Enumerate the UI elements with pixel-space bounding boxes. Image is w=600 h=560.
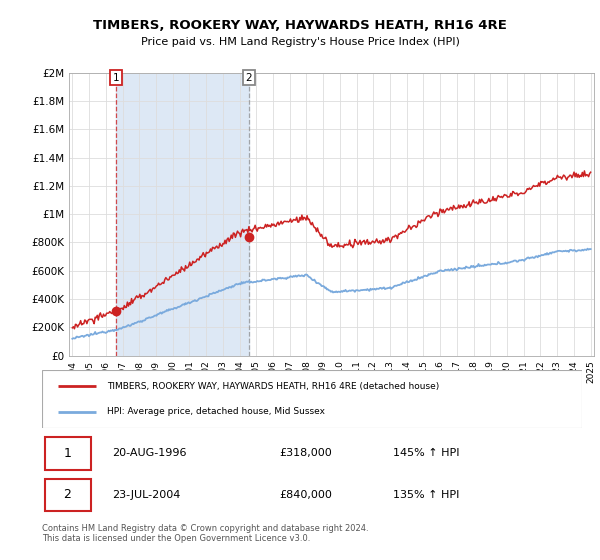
Text: HPI: Average price, detached house, Mid Sussex: HPI: Average price, detached house, Mid …	[107, 408, 325, 417]
Bar	[116, 73, 249, 356]
Text: 2: 2	[64, 488, 71, 502]
Text: TIMBERS, ROOKERY WAY, HAYWARDS HEATH, RH16 4RE (detached house): TIMBERS, ROOKERY WAY, HAYWARDS HEATH, RH…	[107, 381, 439, 390]
Text: 23-JUL-2004: 23-JUL-2004	[112, 490, 181, 500]
Text: TIMBERS, ROOKERY WAY, HAYWARDS HEATH, RH16 4RE: TIMBERS, ROOKERY WAY, HAYWARDS HEATH, RH…	[93, 18, 507, 32]
Text: Price paid vs. HM Land Registry's House Price Index (HPI): Price paid vs. HM Land Registry's House …	[140, 37, 460, 47]
Text: 1: 1	[113, 73, 119, 83]
Text: 135% ↑ HPI: 135% ↑ HPI	[393, 490, 460, 500]
FancyBboxPatch shape	[45, 437, 91, 470]
Text: £840,000: £840,000	[280, 490, 332, 500]
Text: Contains HM Land Registry data © Crown copyright and database right 2024.
This d: Contains HM Land Registry data © Crown c…	[42, 524, 368, 543]
Text: 145% ↑ HPI: 145% ↑ HPI	[393, 449, 460, 458]
Text: 2: 2	[245, 73, 252, 83]
FancyBboxPatch shape	[45, 478, 91, 511]
Text: 1: 1	[64, 447, 71, 460]
Text: £318,000: £318,000	[280, 449, 332, 458]
Text: 20-AUG-1996: 20-AUG-1996	[112, 449, 187, 458]
